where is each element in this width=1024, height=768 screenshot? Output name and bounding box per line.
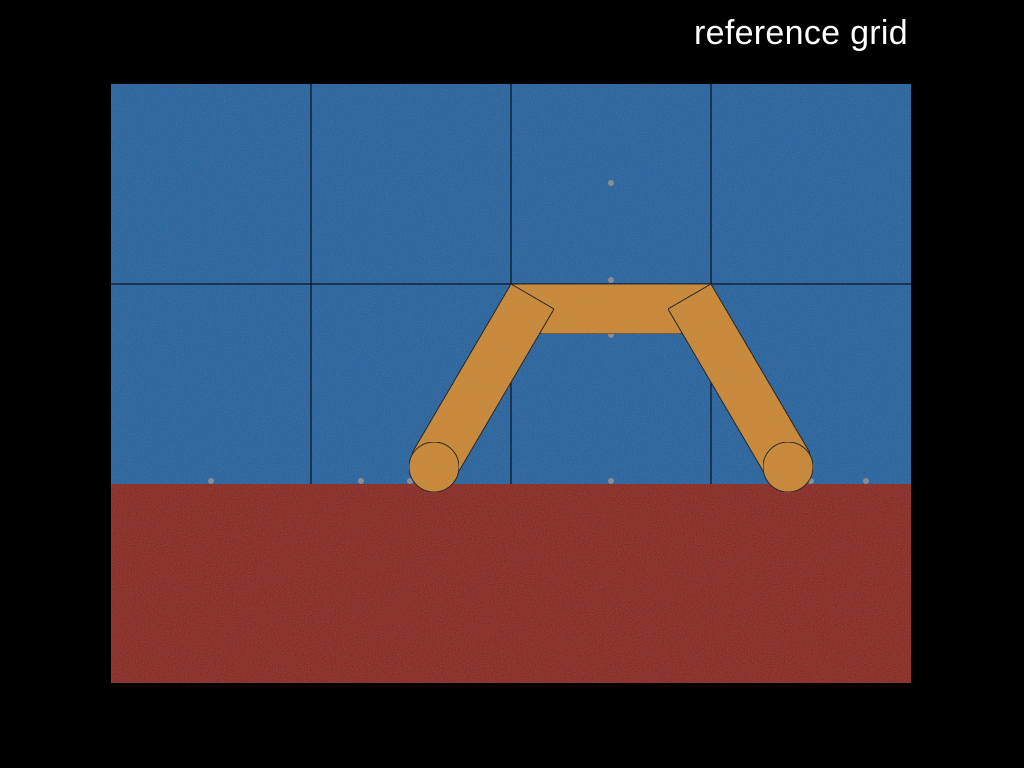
robot	[408, 283, 814, 493]
robot-left-foot	[408, 441, 460, 493]
marker-dot	[407, 478, 413, 484]
marker-dot	[863, 478, 869, 484]
marker-dot	[608, 180, 614, 186]
diagram-title: reference grid	[694, 14, 908, 52]
marker-dot	[358, 478, 364, 484]
marker-dot	[608, 478, 614, 484]
marker-dot	[608, 277, 614, 283]
robot-right-foot	[762, 441, 814, 493]
ground-region	[111, 484, 911, 683]
marker-dot	[208, 478, 214, 484]
